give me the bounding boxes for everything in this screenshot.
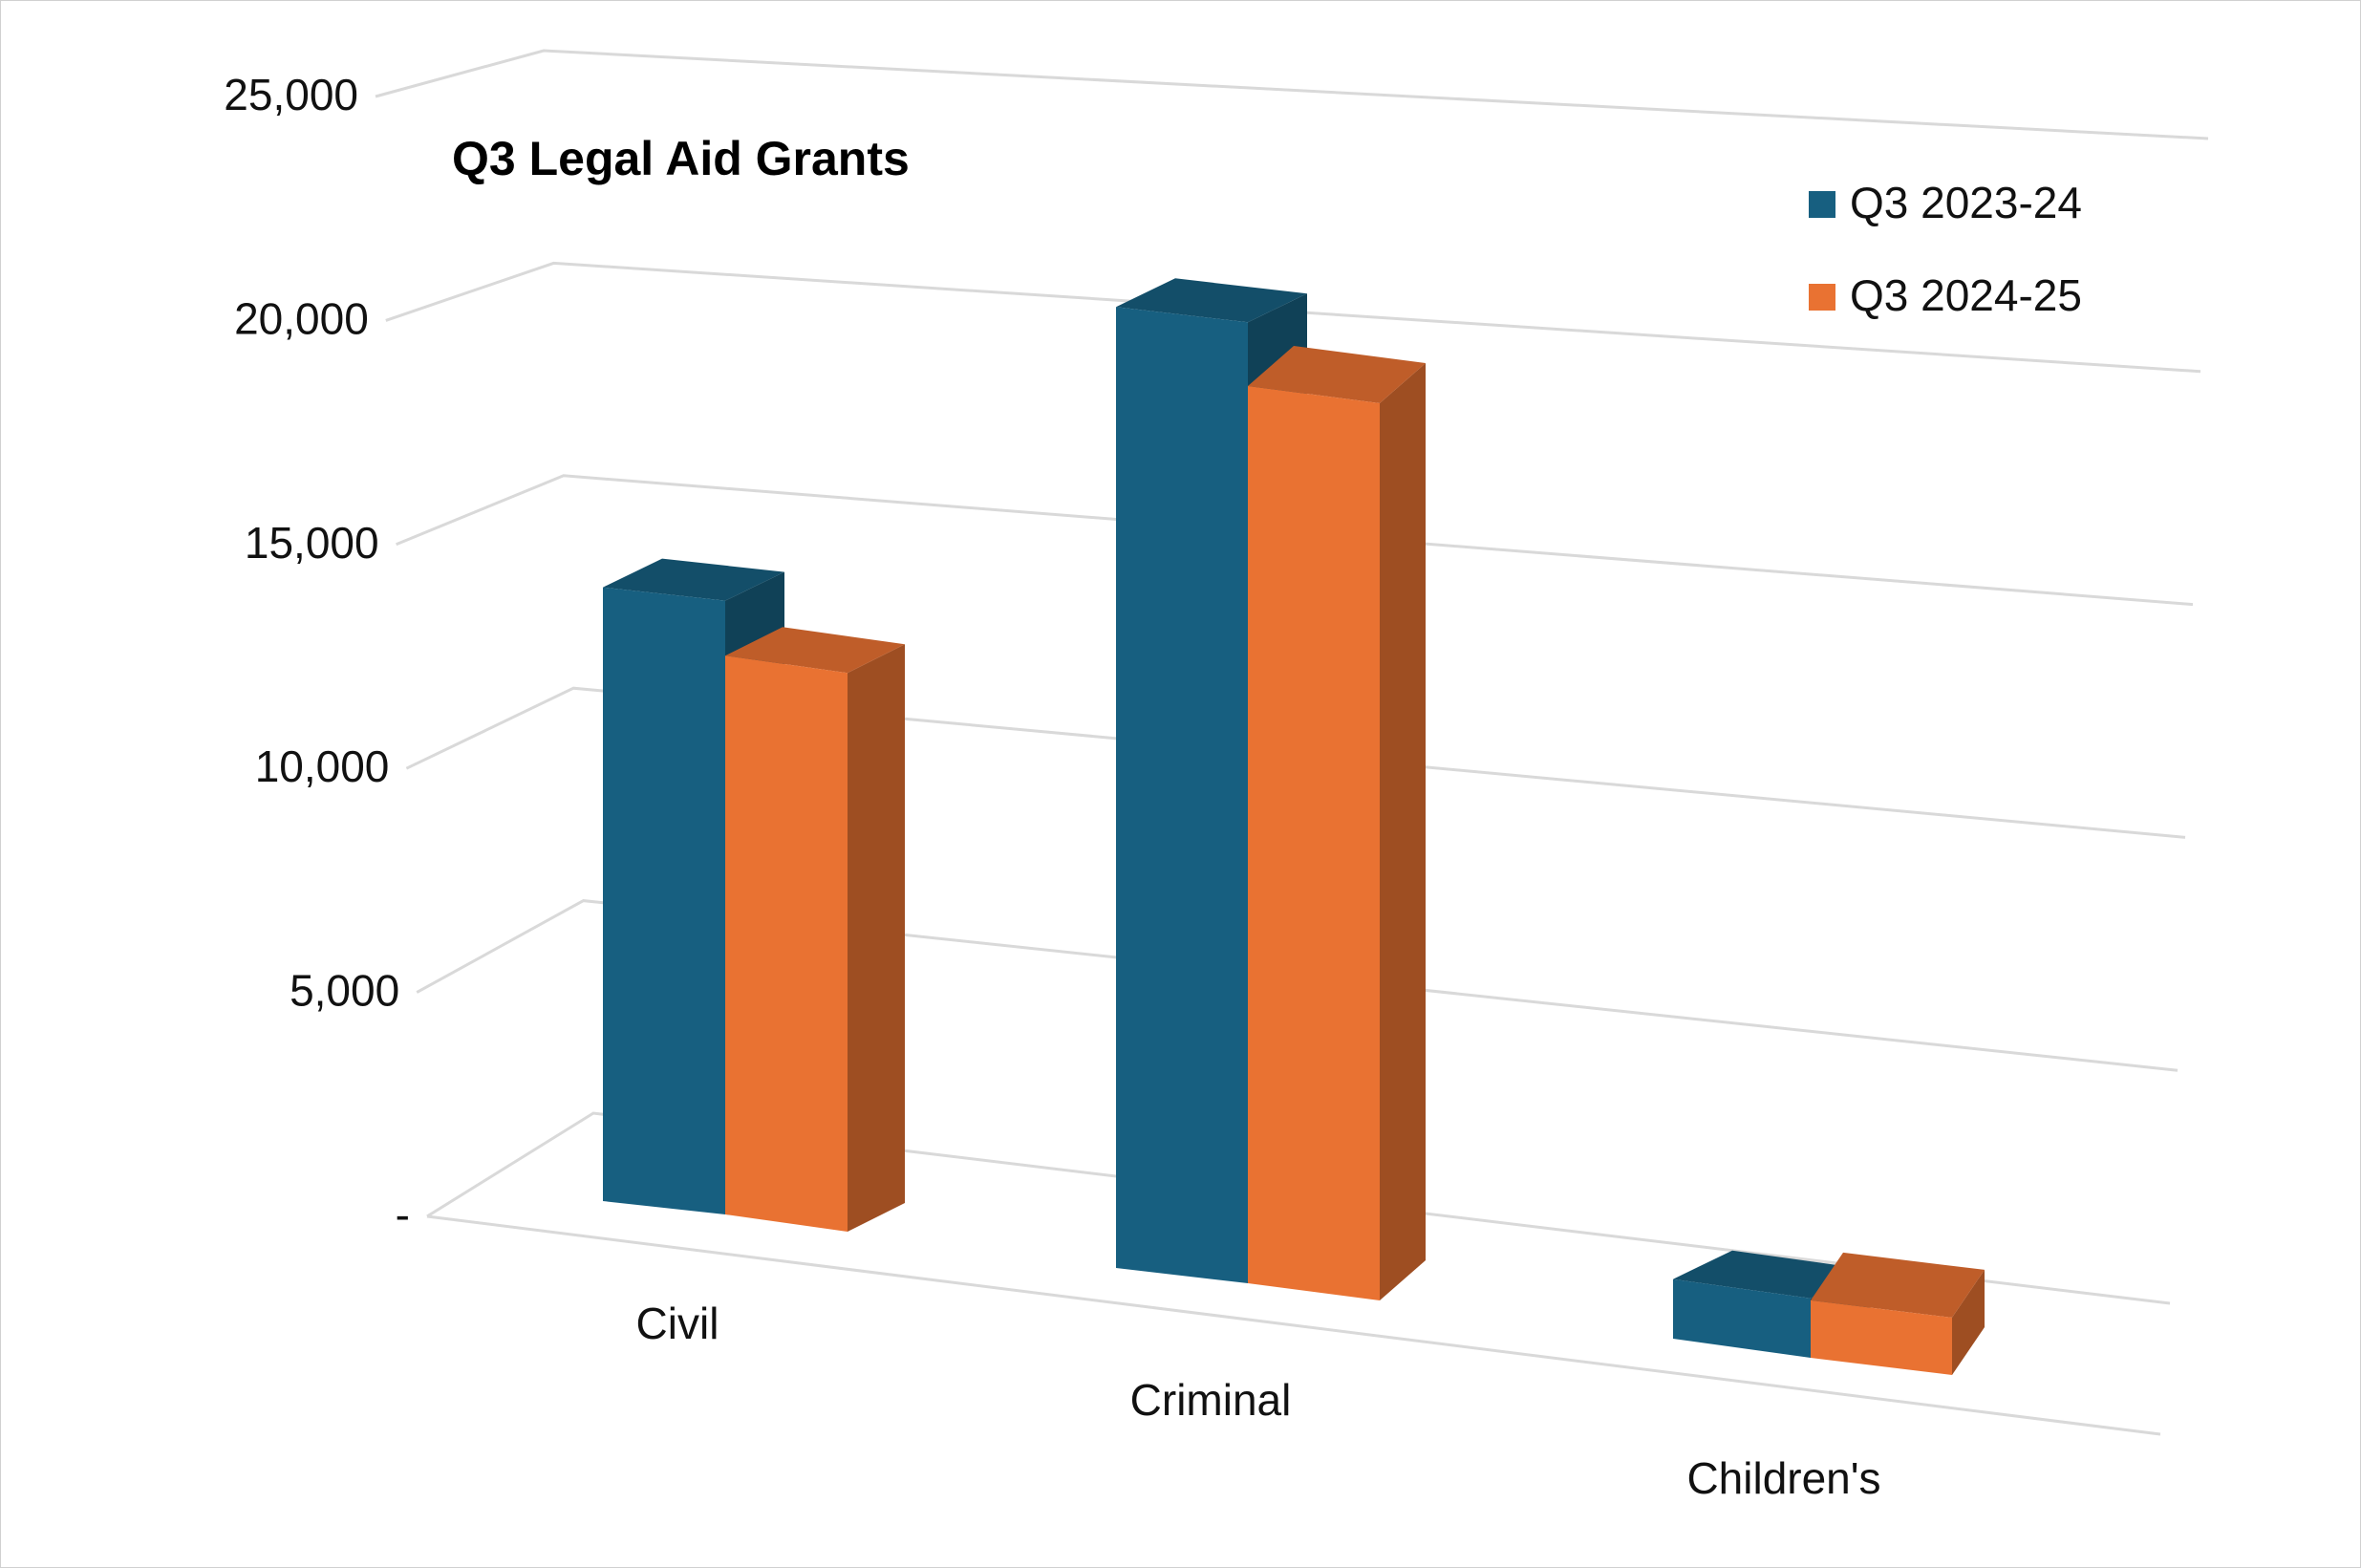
- bar-front-face: [1116, 307, 1248, 1283]
- category-label: Criminal: [1130, 1375, 1292, 1425]
- bar-top-face: [1248, 346, 1426, 404]
- legend-label-q3-2024-25: Q3 2024-25: [1850, 270, 2082, 320]
- chart-title: Q3 Legal Aid Grants: [452, 132, 910, 185]
- legend: Q3 2023-24 Q3 2024-25: [1809, 178, 2082, 320]
- bar-front-face: [1248, 386, 1380, 1300]
- gridline: [385, 261, 2201, 374]
- y-tick-label: 5,000: [290, 966, 399, 1016]
- bar-childrens-series-1: [1811, 1252, 1985, 1375]
- gridline: [416, 899, 2179, 1072]
- y-axis-ticks: - 5,000 10,000 15,000 20,000 25,000: [224, 70, 410, 1239]
- category-label: Children's: [1686, 1453, 1880, 1503]
- bar-top-face: [1811, 1252, 1985, 1318]
- bar-civil-series-1: [725, 627, 905, 1232]
- bar-front-face: [725, 655, 848, 1232]
- bar-front-face: [1673, 1278, 1811, 1358]
- y-tick-label: 25,000: [224, 70, 358, 119]
- bar-top-face: [603, 558, 784, 601]
- gridline: [375, 49, 2209, 140]
- gridline: [405, 686, 2186, 839]
- gridlines: [375, 49, 2209, 1436]
- bar-side-face: [1952, 1269, 1985, 1375]
- y-tick-label: -: [396, 1190, 410, 1239]
- gridline: [426, 1111, 2171, 1305]
- bar-side-face: [848, 644, 905, 1232]
- y-tick-label: 15,000: [245, 518, 379, 568]
- bar-criminal-series-1: [1248, 346, 1426, 1300]
- legend-swatch-q3-2024-25: [1809, 284, 1835, 311]
- bar-front-face: [603, 587, 725, 1214]
- bar-side-face: [1380, 363, 1426, 1300]
- legend-swatch-q3-2023-24: [1809, 191, 1835, 218]
- legend-label-q3-2023-24: Q3 2023-24: [1850, 178, 2082, 227]
- y-tick-label: 10,000: [255, 741, 390, 791]
- y-tick-label: 20,000: [234, 293, 369, 343]
- bar-front-face: [1811, 1300, 1952, 1375]
- gridline: [396, 474, 2194, 607]
- floor-front-edge: [426, 1214, 2161, 1436]
- bars: [603, 278, 1985, 1375]
- bar-top-face: [1116, 278, 1307, 323]
- bar-top-face: [725, 627, 905, 674]
- category-label: Civil: [636, 1299, 719, 1348]
- category-labels: Civil Criminal Children's: [636, 1299, 1881, 1503]
